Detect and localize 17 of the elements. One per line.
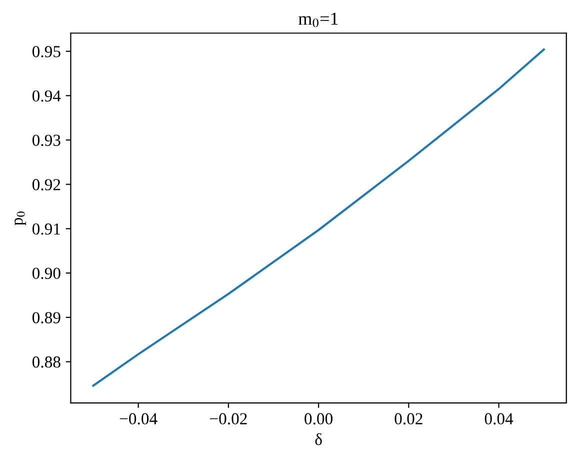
y-tick-label: 0.94 xyxy=(32,90,61,102)
y-tick-label: 0.93 xyxy=(32,134,60,146)
y-tick-label: 0.89 xyxy=(32,312,60,324)
y-tick-label: 0.95 xyxy=(32,46,60,58)
y-tick-label: 0.88 xyxy=(32,356,60,368)
x-tick-label: −0.02 xyxy=(210,413,247,424)
y-axis-title: p$_{0}$ xyxy=(14,211,26,226)
x-axis-title: δ xyxy=(315,433,322,446)
x-tick-label: −0.04 xyxy=(120,413,158,424)
x-tick-label: 0.00 xyxy=(304,413,332,424)
chart-title: m$_{0}$=1 xyxy=(298,12,338,28)
x-tick-label: 0.04 xyxy=(484,413,514,424)
line-series xyxy=(92,48,545,387)
y-tick-label: 0.90 xyxy=(32,268,60,280)
y-tick-label: 0.91 xyxy=(32,223,60,235)
x-tick-label: 0.02 xyxy=(394,413,422,424)
y-tick-label: 0.92 xyxy=(32,179,60,190)
